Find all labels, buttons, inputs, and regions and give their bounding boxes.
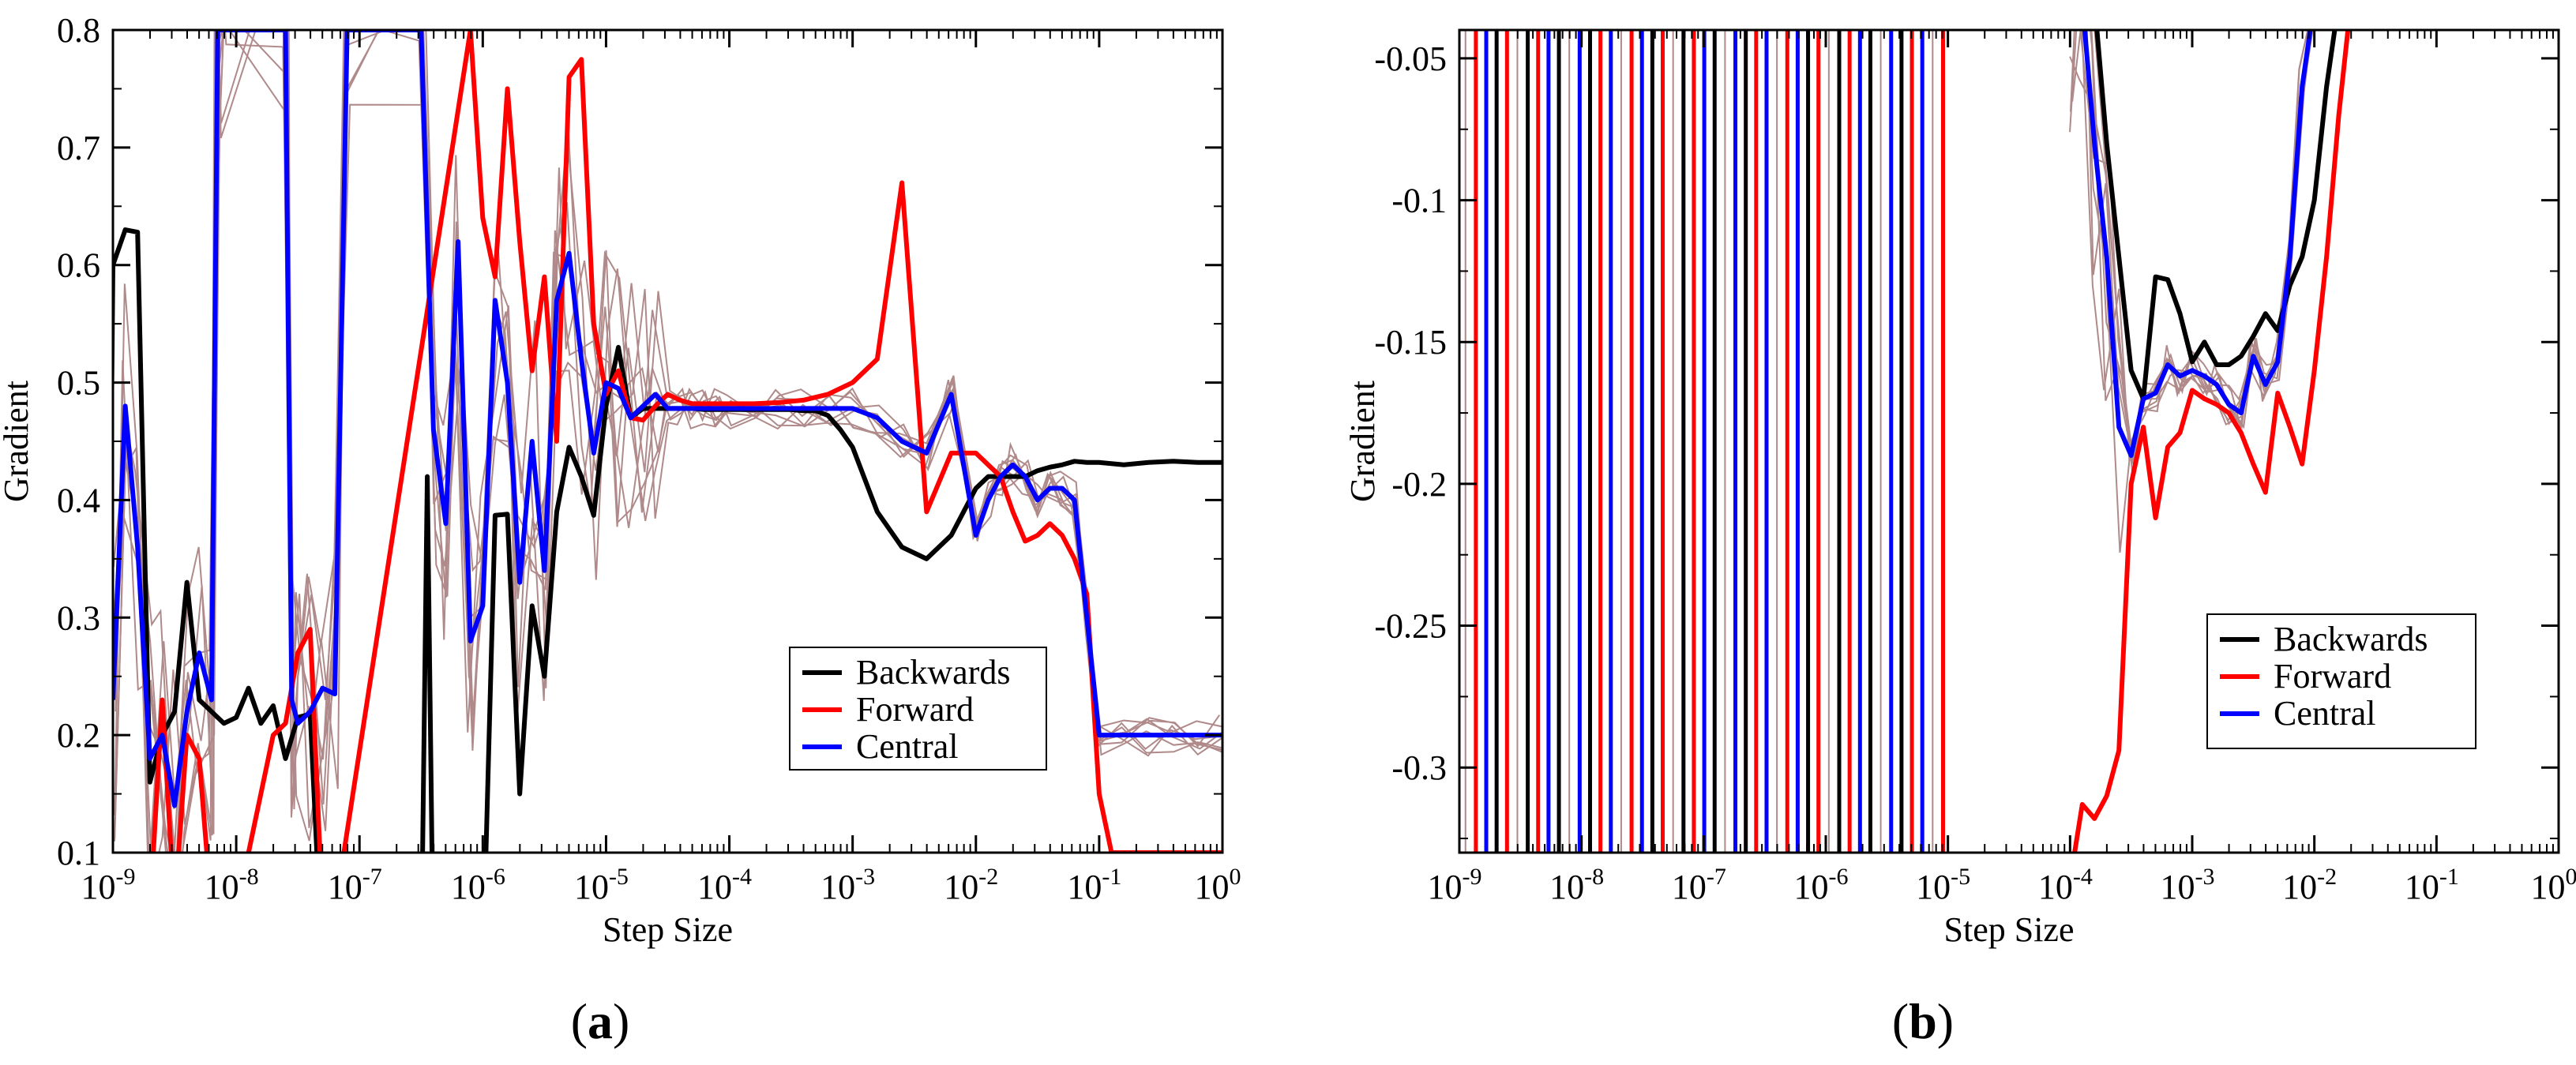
series-line-forward — [151, 30, 1222, 853]
y-axis-title: Gradient — [0, 381, 36, 502]
x-tick-label: 10-9 — [1428, 864, 1482, 906]
sample-trace — [114, 30, 1221, 834]
x-axis-title: Step Size — [603, 910, 733, 949]
sample-trace — [113, 30, 1222, 853]
legend-box — [2206, 613, 2476, 749]
sample-trace — [2085, 30, 2309, 553]
x-tick-label: 10-3 — [820, 864, 875, 906]
panel-label: (b) — [1892, 993, 1954, 1049]
x-tick-label: 10-1 — [2405, 864, 2459, 906]
y-tick-label: 0.5 — [57, 364, 100, 403]
x-tick-label: 10-4 — [697, 864, 752, 906]
panel-a: 10-9 10-8 10-7 10-6 10-5 10-4 10-3 10-2 10-1 100 … — [0, 11, 1241, 1049]
series-lines — [113, 30, 1222, 853]
y-tick-label: 0.4 — [57, 481, 100, 519]
legend-label-central: Central — [2274, 694, 2376, 733]
x-tick-label: 10-2 — [944, 864, 998, 906]
y-tick-label: -0.2 — [1391, 465, 1447, 504]
plot-frame — [1458, 28, 2560, 854]
y-tick-label: -0.3 — [1391, 748, 1447, 787]
y-axis-title: Gradient — [1343, 381, 1382, 502]
series-line-central — [113, 30, 1222, 808]
series-line-forward — [2072, 30, 2351, 853]
y-tick-label: 0.1 — [57, 834, 100, 872]
series-line-central — [2082, 30, 2313, 458]
x-tick-label: 10-4 — [2038, 864, 2093, 906]
x-axis-title: Step Size — [1944, 910, 2075, 949]
y-axis-ticks: 0.1 0.2 0.3 0.4 0.5 0.6 0.7 0.8 — [57, 11, 1222, 872]
x-tick-label: 10-5 — [1916, 864, 1970, 906]
sample-trace — [2079, 30, 2310, 470]
y-tick-label: 0.6 — [57, 246, 100, 285]
y-tick-label: -0.1 — [1391, 182, 1447, 220]
x-tick-label: 10-7 — [1672, 864, 1726, 906]
y-axis-ticks: -0.05 -0.1 -0.15 -0.2 -0.25 -0.3 — [1374, 39, 2559, 840]
x-tick-label: 10-7 — [328, 864, 382, 906]
legend-label-forward: Forward — [2274, 657, 2391, 696]
x-axis-ticks: 10-9 10-8 10-7 10-6 10-5 10-4 10-3 10-2 10-1 100 — [1428, 30, 2576, 906]
x-tick-label: 10-8 — [205, 864, 259, 906]
y-tick-label: 0.3 — [57, 598, 100, 637]
x-tick-label: 10-5 — [574, 864, 629, 906]
series-line-backwards — [2094, 30, 2338, 402]
y-tick-label: 0.2 — [57, 716, 100, 755]
y-tick-label: -0.15 — [1374, 323, 1447, 362]
series-line-backwards — [113, 227, 1222, 853]
sample-trace — [113, 30, 1222, 853]
panel-b: 10-9 10-8 10-7 10-6 10-5 10-4 10-3 10-2 10-1 100 … — [1343, 28, 2576, 1049]
x-tick-label: 100 — [2531, 864, 2576, 906]
x-tick-label: 100 — [1195, 864, 1241, 906]
y-tick-label: 0.8 — [57, 11, 100, 50]
series-lines — [2072, 30, 2351, 853]
x-tick-label: 10-3 — [2161, 864, 2215, 906]
panel-label: (a) — [571, 993, 630, 1049]
x-tick-label: 10-9 — [81, 864, 136, 906]
x-tick-label: 10-2 — [2282, 864, 2337, 906]
x-tick-label: 10-6 — [451, 864, 505, 906]
x-axis-ticks: 10-9 10-8 10-7 10-6 10-5 10-4 10-3 10-2 10-1 100 — [81, 30, 1241, 906]
y-tick-label: -0.25 — [1374, 607, 1447, 646]
legend-label-central: Central — [856, 727, 959, 766]
legend-label-forward: Forward — [856, 690, 974, 729]
x-tick-label: 10-1 — [1067, 864, 1121, 906]
x-tick-label: 10-6 — [1794, 864, 1849, 906]
sample-trace — [2069, 30, 2311, 475]
y-tick-label: -0.05 — [1374, 39, 1447, 78]
legend-label-backwards: Backwards — [856, 653, 1011, 692]
sample-trace — [2071, 30, 2314, 462]
legend-label-backwards: Backwards — [2274, 620, 2428, 658]
y-tick-label: 0.7 — [57, 129, 100, 167]
x-tick-label: 10-8 — [1549, 864, 1604, 906]
